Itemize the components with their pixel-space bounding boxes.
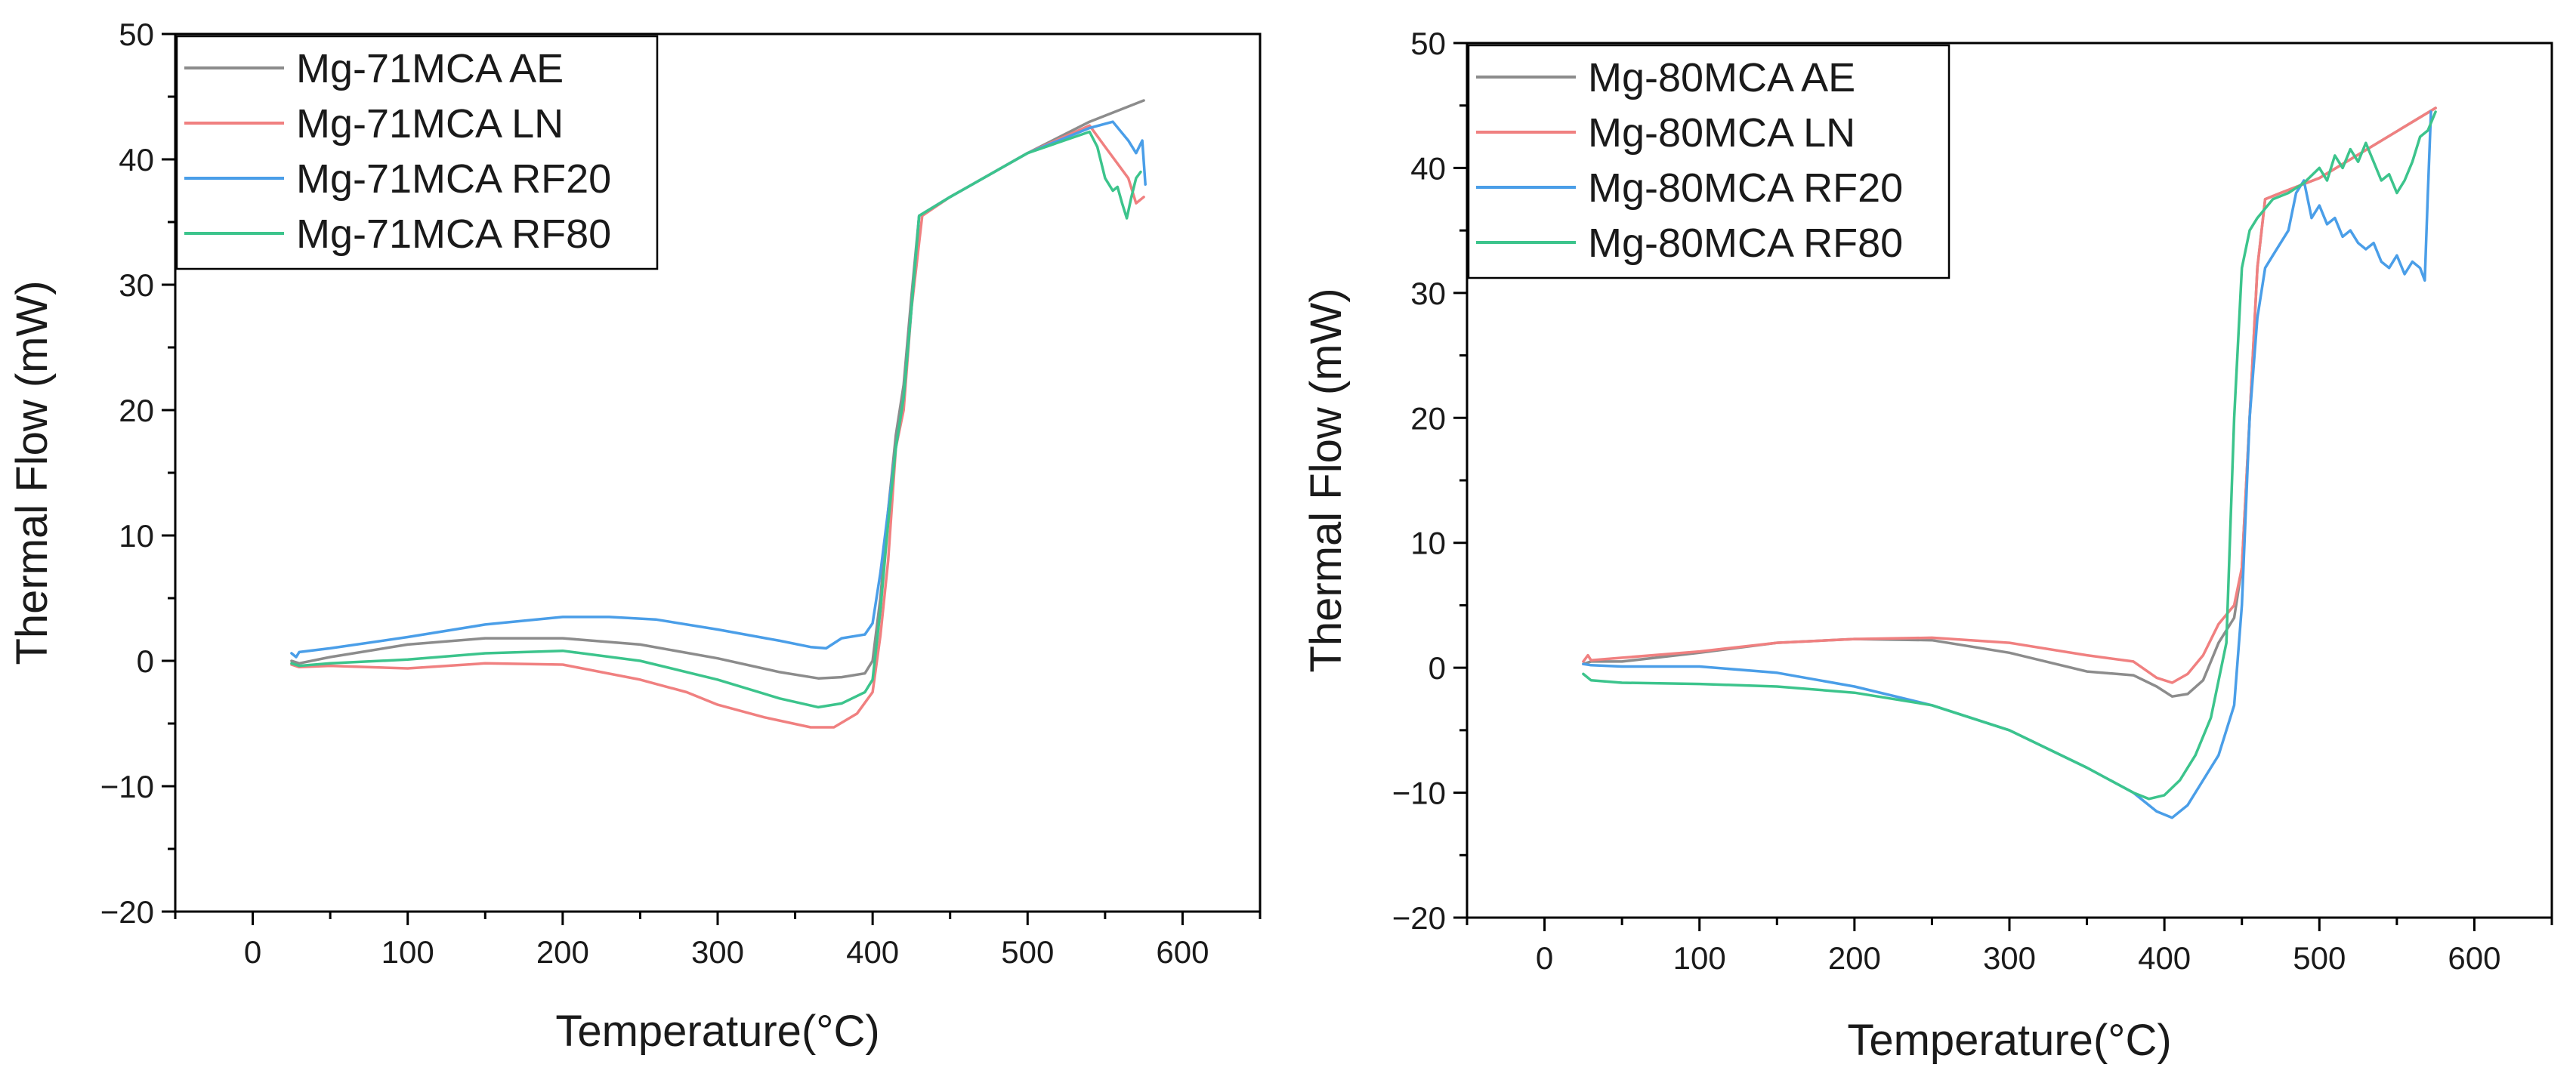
legend-label: Mg-71MCA RF20: [296, 156, 611, 202]
y-tick-label: 50: [1410, 26, 1446, 61]
legend: Mg-71MCA AE Mg-71MCA LN Mg-71MCA RF20 Mg-71…: [175, 35, 659, 270]
legend-label: Mg-80MCA LN: [1588, 110, 1855, 156]
legend-label: Mg-71MCA LN: [296, 101, 564, 147]
y-tick-label: −20: [1392, 900, 1446, 936]
y-tick-label: −20: [100, 894, 154, 930]
legend-box: [175, 35, 659, 270]
y-tick-label: −10: [100, 769, 154, 804]
x-tick-label: 500: [1001, 934, 1054, 970]
y-tick-label: 40: [119, 142, 154, 177]
x-tick-label: 0: [1536, 940, 1553, 976]
y-tick-label: 0: [1429, 650, 1446, 686]
legend: Mg-80MCA AE Mg-80MCA LN Mg-80MCA RF20 Mg-80…: [1467, 44, 1951, 279]
y-tick-label: 10: [1410, 526, 1446, 561]
x-axis-label: Temperature(°C): [1847, 1016, 2171, 1065]
x-tick-label: 400: [846, 934, 899, 970]
y-tick-label: 0: [137, 643, 154, 679]
y-tick-label: 10: [119, 518, 154, 554]
legend-label: Mg-71MCA RF80: [296, 211, 611, 257]
y-tick-label: 20: [1410, 400, 1446, 436]
x-tick-label: 200: [536, 934, 589, 970]
x-tick-label: 400: [2138, 940, 2191, 976]
series-line-4: [1582, 110, 2437, 801]
chart-panel-left: 0 100 200 300 400 500 600 −20 −10 0 10 20 30 40 50 Temp…: [8, 17, 1262, 1056]
series-line-2: [1582, 106, 2437, 684]
series-line-3: [290, 120, 1147, 659]
x-tick-label: 600: [1156, 934, 1209, 970]
x-tick-label: 300: [691, 934, 744, 970]
legend-label: Mg-80MCA RF80: [1588, 221, 1903, 266]
x-tick-label: 600: [2448, 940, 2500, 976]
legend-label: Mg-80MCA AE: [1588, 55, 1855, 100]
y-tick-label: 30: [1410, 276, 1446, 311]
y-axis-label: Thermal Flow (mW): [1302, 288, 1351, 672]
y-tick-label: 40: [1410, 150, 1446, 186]
x-tick-label: 100: [1673, 940, 1726, 976]
chart-panel-right: 0 100 200 300 400 500 600 −20 −10 0 10 20 30 40 50 Temp…: [1302, 26, 2553, 1065]
y-tick-label: 50: [119, 17, 154, 52]
x-tick-label: 100: [381, 934, 434, 970]
series-line-4: [290, 130, 1142, 709]
y-tick-label: −10: [1392, 776, 1446, 811]
series-line-2: [290, 124, 1145, 729]
x-tick-label: 500: [2293, 940, 2346, 976]
x-axis-label: Temperature(°C): [555, 1007, 879, 1056]
y-axis-label: Thermal Flow (mW): [8, 280, 57, 665]
y-tick-label: 30: [119, 267, 154, 303]
legend-label: Mg-80MCA RF20: [1588, 165, 1903, 211]
legend-box: [1467, 44, 1951, 279]
x-tick-label: 300: [1983, 940, 2036, 976]
x-tick-label: 0: [244, 934, 261, 970]
legend-label: Mg-71MCA AE: [296, 46, 564, 91]
x-tick-label: 200: [1828, 940, 1881, 976]
y-tick-label: 20: [119, 393, 154, 428]
